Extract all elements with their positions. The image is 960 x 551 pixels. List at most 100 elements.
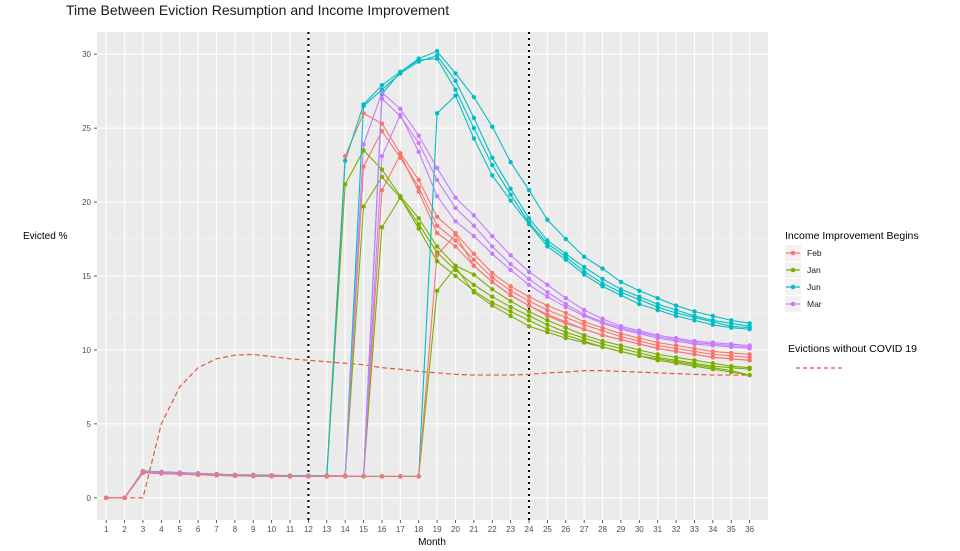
x-tick-label: 11 [286, 525, 295, 534]
data-point-feb [581, 322, 587, 327]
data-point-feb [416, 474, 421, 479]
series-line-feb [106, 233, 750, 499]
data-point-mar [416, 149, 421, 154]
data-point-jun [490, 155, 495, 160]
data-point-jun [471, 125, 477, 131]
data-point-jun [471, 136, 477, 141]
data-point-jan [471, 282, 477, 288]
data-point-feb [398, 474, 403, 479]
data-point-jan [490, 287, 495, 292]
data-point-mar [490, 233, 495, 239]
legend-label-feb: Feb [807, 248, 822, 258]
data-point-mar [729, 344, 734, 350]
x-axis-ticks: 1 2 3 4 5 6 7 8 9 10 11 12 13 14 15 16 17 18 19 20 21 22 23 24 2… [104, 520, 755, 534]
x-tick-label: 3 [141, 525, 146, 534]
data-point-feb [545, 303, 550, 308]
data-point-feb [434, 214, 440, 220]
data-point-feb [581, 327, 587, 332]
x-tick-label: 10 [267, 525, 276, 534]
data-point-jan [416, 216, 421, 221]
data-point-mar [655, 335, 660, 341]
data-point-feb [361, 111, 366, 116]
data-point-jan [453, 264, 458, 270]
x-tick-label: 23 [506, 525, 515, 534]
data-point-jun [490, 124, 495, 129]
data-point-feb [692, 352, 697, 357]
data-point-jun [526, 188, 532, 193]
data-point-feb [453, 244, 458, 249]
y-tick-label: 20 [82, 198, 91, 207]
data-point-jun [416, 57, 421, 63]
data-point-jun [342, 158, 348, 163]
x-tick-label: 22 [488, 525, 497, 534]
data-point-mar [710, 343, 716, 348]
data-point-feb [324, 474, 329, 479]
legend-label-jan: Jan [807, 265, 821, 275]
data-point-mar [434, 177, 440, 183]
data-point-jun [692, 309, 697, 314]
data-point-jun [563, 257, 568, 262]
data-point-feb [398, 152, 403, 157]
data-point-feb [526, 294, 532, 299]
series-lines [106, 50, 750, 499]
data-point-jan [342, 182, 348, 187]
data-point-feb [214, 473, 219, 478]
data-point-mar [471, 223, 477, 228]
data-point-jun [453, 93, 458, 98]
data-point-feb [379, 121, 385, 126]
x-tick-label: 29 [616, 525, 625, 534]
x-tick-label: 5 [177, 525, 182, 534]
data-point-jan [637, 353, 642, 359]
data-point-jun [471, 115, 477, 120]
data-point-mar [361, 142, 366, 147]
data-point-jun [379, 83, 385, 88]
data-point-feb [159, 471, 164, 476]
data-point-jun [710, 313, 716, 319]
x-tick-label: 9 [251, 525, 256, 534]
data-point-jan [655, 358, 660, 363]
data-point-jun [434, 56, 440, 61]
data-point-mar [416, 133, 421, 138]
data-point-jan [434, 288, 440, 293]
data-point-jan [545, 329, 550, 335]
data-point-mar [453, 219, 458, 224]
data-point-feb [342, 154, 348, 159]
data-point-feb [710, 355, 716, 360]
data-point-jun [526, 216, 532, 221]
x-tick-label: 27 [580, 525, 589, 534]
data-point-jun [563, 236, 568, 242]
data-point-feb [563, 321, 568, 326]
data-point-jan [563, 325, 568, 330]
data-point-jan [361, 204, 366, 209]
reference-line [106, 353, 750, 499]
data-point-mar [379, 154, 385, 159]
data-point-feb [637, 341, 642, 347]
data-point-feb [251, 473, 256, 479]
x-tick-label: 13 [322, 525, 331, 534]
data-point-jan [471, 272, 477, 277]
data-point-jun [545, 217, 550, 223]
x-tick-label: 25 [543, 525, 552, 534]
data-point-mar [747, 346, 752, 351]
data-point-mar [508, 267, 513, 273]
data-point-jan [508, 309, 513, 314]
data-point-mar [526, 282, 532, 288]
data-point-jun [361, 103, 366, 109]
data-point-mar [545, 294, 550, 299]
data-point-jun [508, 198, 513, 203]
x-axis-title: Month [418, 537, 446, 548]
x-tick-label: 35 [727, 525, 736, 534]
data-point-jun [545, 244, 550, 249]
legend-label-jun: Jun [807, 282, 821, 292]
data-point-feb [453, 232, 458, 237]
x-tick-label: 33 [690, 525, 699, 534]
data-point-mar [563, 295, 568, 301]
data-point-mar [526, 276, 532, 282]
data-point-mar [398, 112, 403, 118]
data-point-jun [434, 49, 440, 54]
data-point-jan [508, 313, 513, 319]
legend-key-point [790, 267, 796, 273]
data-point-feb [655, 346, 660, 351]
data-point-feb [416, 177, 421, 183]
data-point-mar [581, 307, 587, 313]
